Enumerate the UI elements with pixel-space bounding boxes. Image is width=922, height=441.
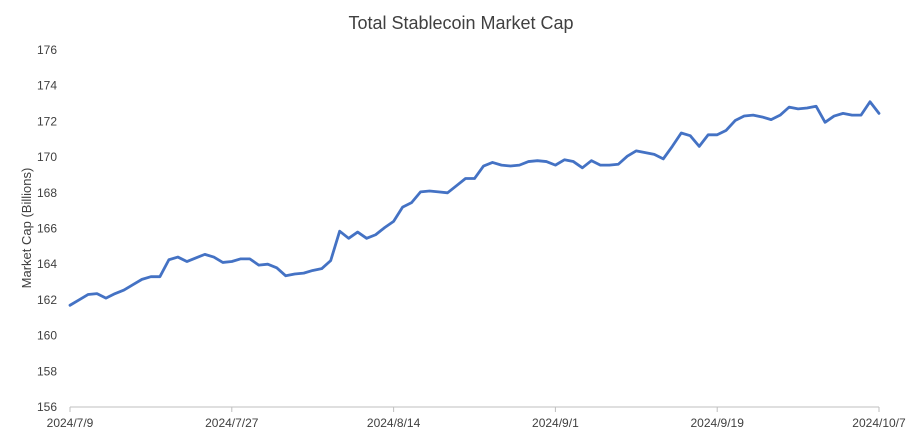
series-group	[68, 100, 881, 307]
y-tick-label: 170	[37, 150, 57, 164]
y-tick-label: 156	[37, 400, 57, 414]
y-tick-label: 168	[37, 186, 57, 200]
y-tick-label: 172	[37, 114, 57, 128]
series-line	[68, 100, 881, 307]
y-axis-ticks: 156 158 160 162 164 166 168 170 172 174 176	[37, 43, 57, 414]
y-tick-label: 158	[37, 364, 57, 378]
x-tick-label: 2024/9/19	[691, 416, 745, 430]
y-tick-label: 174	[37, 79, 57, 93]
x-tick-label: 2024/7/27	[205, 416, 259, 430]
y-tick-label: 162	[37, 293, 57, 307]
y-axis-title: Market Cap (Billions)	[19, 168, 34, 289]
chart-title: Total Stablecoin Market Cap	[348, 13, 573, 33]
x-tick-label: 2024/7/9	[47, 416, 94, 430]
x-tick-label: 2024/8/14	[367, 416, 421, 430]
y-tick-label: 166	[37, 222, 57, 236]
x-tick-label: 2024/9/1	[532, 416, 579, 430]
y-tick-label: 176	[37, 43, 57, 57]
y-tick-label: 160	[37, 329, 57, 343]
x-axis: 2024/7/9 2024/7/27 2024/8/14 2024/9/1 2024/9…	[47, 406, 906, 430]
x-tick-label: 2024/10/7	[852, 416, 906, 430]
y-tick-label: 164	[37, 257, 57, 271]
